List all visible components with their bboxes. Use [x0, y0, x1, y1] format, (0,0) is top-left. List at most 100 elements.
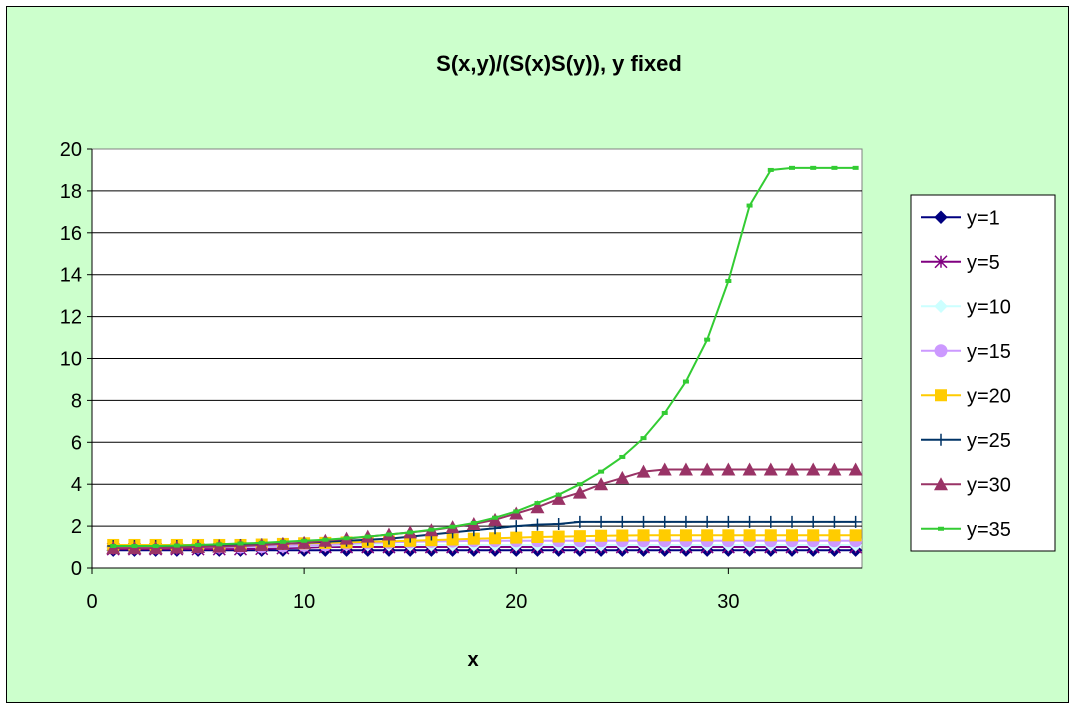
data-point: [828, 529, 841, 542]
data-point: [848, 462, 863, 476]
legend-item: y=25: [921, 430, 1011, 452]
data-point: [510, 520, 523, 533]
legend-label: y=35: [967, 519, 1011, 541]
data-point: [934, 477, 948, 491]
data-point: [934, 210, 948, 224]
data-point: [576, 482, 583, 487]
data-point: [679, 515, 692, 528]
legend-item: y=1: [921, 207, 1000, 229]
data-point: [806, 462, 821, 476]
data-point: [572, 485, 587, 499]
data-point: [594, 477, 609, 491]
y-tick-label: 10: [60, 349, 82, 371]
data-point: [555, 492, 562, 497]
y-tick-label: 6: [71, 432, 82, 454]
data-point: [785, 462, 799, 476]
legend-label: y=20: [967, 385, 1011, 407]
data-point: [807, 529, 820, 542]
data-point: [658, 529, 671, 542]
data-point: [849, 515, 862, 528]
data-point: [746, 203, 753, 208]
data-point: [385, 532, 392, 537]
data-point: [551, 491, 566, 505]
data-point: [852, 165, 859, 170]
data-point: [258, 540, 265, 545]
legend-label: y=15: [967, 341, 1011, 363]
data-point: [531, 530, 544, 543]
data-point: [637, 529, 650, 542]
gridlines: [92, 190, 862, 527]
y-tick-label: 16: [60, 223, 82, 245]
data-point: [704, 337, 711, 342]
data-point: [764, 529, 777, 542]
data-point: [552, 530, 565, 543]
data-point: [849, 529, 862, 542]
data-point: [195, 542, 202, 547]
y-tick-label: 14: [60, 265, 82, 287]
data-point: [682, 379, 689, 384]
data-point: [173, 543, 180, 548]
data-point: [934, 299, 948, 313]
legend-item: y=30: [921, 474, 1011, 496]
legend-label: y=30: [967, 474, 1011, 496]
legend-label: y=1: [967, 207, 1000, 229]
data-point: [831, 165, 838, 170]
data-point: [807, 515, 820, 528]
data-point: [678, 462, 693, 476]
data-point: [935, 433, 947, 446]
legend-item: y=35: [921, 519, 1011, 541]
data-point: [489, 532, 502, 545]
data-point: [743, 529, 756, 542]
legend-box: [910, 194, 1056, 552]
data-point: [301, 538, 308, 543]
data-point: [743, 515, 756, 528]
data-point: [595, 515, 608, 528]
legend-label: y=25: [967, 430, 1011, 452]
y-tick-label: 12: [60, 307, 82, 329]
y-tick-label: 18: [60, 181, 82, 203]
data-point: [595, 529, 608, 542]
data-point: [722, 515, 735, 528]
data-point: [616, 529, 629, 542]
x-axis: 0 10 20 30: [86, 567, 862, 613]
data-point: [828, 515, 841, 528]
data-point: [786, 529, 798, 542]
data-point: [513, 509, 520, 514]
data-point: [510, 531, 523, 544]
data-point: [428, 527, 435, 532]
data-point: [764, 515, 777, 528]
data-point: [637, 515, 650, 528]
x-tick-label: 20: [505, 591, 527, 613]
legend-item: y=5: [921, 252, 1000, 274]
data-point: [530, 500, 545, 514]
data-point: [640, 436, 647, 441]
data-point: [237, 541, 244, 546]
data-point: [763, 462, 778, 476]
data-point: [343, 536, 350, 541]
data-point: [152, 544, 159, 549]
series-line: [113, 166, 856, 547]
legend-label: y=5: [967, 252, 1000, 274]
series-group: [106, 165, 863, 557]
x-tick-label: 10: [293, 591, 315, 613]
data-point: [934, 344, 948, 358]
data-point: [446, 533, 459, 546]
data-point: [216, 542, 223, 547]
y-tick-label: 20: [60, 139, 82, 161]
chart-area: S(x,y)/(S(x)S(y)), y fixed 0 2 4 6 8 10 12 14 16…: [6, 6, 1069, 703]
data-point: [616, 515, 629, 528]
data-point: [233, 539, 248, 553]
data-point: [700, 462, 715, 476]
data-point: [449, 524, 456, 529]
series-y=30: [106, 462, 863, 555]
x-axis-label: x: [467, 649, 478, 671]
data-point: [742, 462, 757, 476]
data-point: [619, 454, 626, 459]
data-point: [657, 462, 672, 476]
data-point: [636, 464, 651, 478]
data-point: [615, 470, 630, 484]
data-point: [938, 526, 944, 531]
data-point: [467, 532, 480, 545]
y-axis: 0 2 4 6 8 10 12 14 16 18 20: [60, 139, 93, 580]
data-point: [658, 515, 671, 528]
